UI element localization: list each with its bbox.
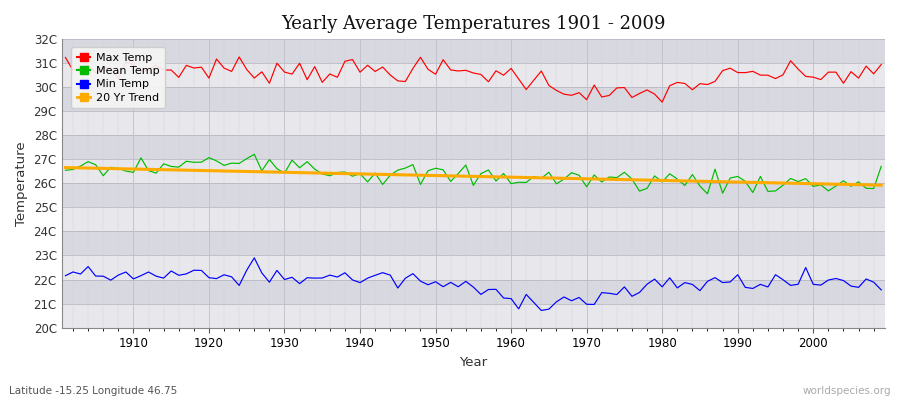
Bar	[62, 207, 885, 231]
Y-axis label: Temperature: Temperature	[15, 141, 28, 226]
Bar	[62, 39, 885, 63]
Bar	[62, 280, 885, 304]
Bar	[62, 183, 885, 207]
Bar	[62, 111, 885, 135]
Bar	[62, 256, 885, 280]
X-axis label: Year: Year	[459, 356, 488, 369]
Bar	[62, 135, 885, 159]
Bar	[62, 63, 885, 87]
Bar	[62, 87, 885, 111]
Text: Latitude -15.25 Longitude 46.75: Latitude -15.25 Longitude 46.75	[9, 386, 177, 396]
Title: Yearly Average Temperatures 1901 - 2009: Yearly Average Temperatures 1901 - 2009	[281, 15, 666, 33]
Text: worldspecies.org: worldspecies.org	[803, 386, 891, 396]
Bar	[62, 159, 885, 183]
Bar	[62, 304, 885, 328]
Bar	[62, 231, 885, 256]
Legend: Max Temp, Mean Temp, Min Temp, 20 Yr Trend: Max Temp, Mean Temp, Min Temp, 20 Yr Tre…	[71, 47, 165, 108]
